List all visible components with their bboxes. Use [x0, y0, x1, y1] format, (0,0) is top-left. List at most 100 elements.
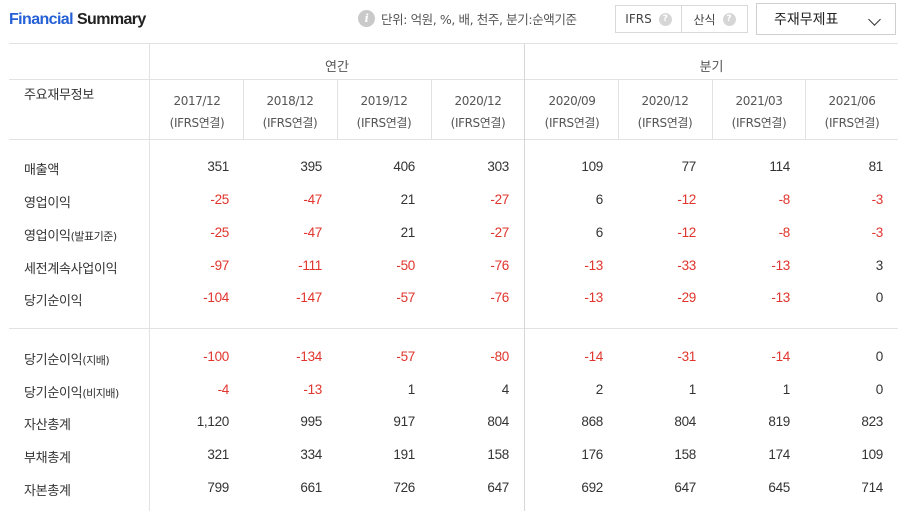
table-cell: 4 [501, 382, 510, 397]
period-date: 2020/12 [641, 94, 689, 108]
table-cell: 6 [595, 192, 604, 207]
row-label: 영업이익 [24, 196, 71, 211]
table-cell: 1,120 [196, 414, 230, 429]
table-cell: 692 [581, 480, 603, 495]
table-cell: 21 [400, 192, 416, 207]
table-cell: -100 [203, 349, 229, 364]
period-basis: (IFRS연결) [544, 116, 600, 130]
table-cell: -76 [490, 290, 509, 305]
table-cell: 351 [207, 159, 229, 174]
group-quarter: 분기 [699, 60, 724, 75]
period-basis: (IFRS연결) [356, 116, 412, 130]
table-cell: -97 [210, 258, 229, 273]
table-cell: -13 [584, 258, 603, 273]
table-cell: 0 [875, 349, 884, 364]
row-label: 당기순이익(지배) [24, 353, 110, 368]
period-basis: (IFRS연결) [824, 116, 880, 130]
table-cell: -27 [490, 192, 509, 207]
table-cell: -50 [396, 258, 415, 273]
grid-line [431, 80, 432, 139]
table-cell: 176 [581, 447, 603, 462]
period-basis: (IFRS연결) [637, 116, 693, 130]
table-cell: -8 [778, 225, 791, 240]
row-label: 당기순이익(비지배) [24, 386, 119, 401]
select-value: 주재무제표 [774, 12, 839, 28]
formula-toggle-button[interactable]: 산식 ? [681, 6, 747, 32]
grid-line [149, 44, 150, 511]
table-cell: 77 [681, 159, 697, 174]
column-header: 2020/12 (IFRS연결) [620, 90, 710, 134]
table-cell: 191 [393, 447, 415, 462]
column-header: 2017/12 (IFRS연결) [152, 90, 242, 134]
table-cell: 81 [868, 159, 884, 174]
table-cell: -80 [490, 349, 509, 364]
table-cell: 647 [487, 480, 509, 495]
table-cell: -25 [210, 192, 229, 207]
table-cell: -76 [490, 258, 509, 273]
period-date: 2017/12 [173, 94, 221, 108]
table-cell: -47 [303, 225, 322, 240]
table-cell: 1 [407, 382, 416, 397]
table-cell: -33 [677, 258, 696, 273]
table-cell: 0 [875, 290, 884, 305]
table-cell: -3 [871, 225, 884, 240]
table-cell: 1 [782, 382, 791, 397]
table-cell: 819 [768, 414, 790, 429]
unit-info: i 단위: 억원, %, 배, 천주, 분기:순액기준 [358, 9, 577, 28]
grid-line [805, 80, 806, 139]
period-date: 2020/12 [454, 94, 502, 108]
row-label: 당기순이익 [24, 294, 83, 309]
table-cell: 1 [688, 382, 697, 397]
table-cell: -31 [677, 349, 696, 364]
corner-label: 주요재무정보 [24, 88, 94, 103]
grid-line [618, 80, 619, 139]
ifrs-label: IFRS [625, 12, 652, 26]
period-date: 2020/09 [548, 94, 596, 108]
table-cell: -14 [584, 349, 603, 364]
table-cell: -25 [210, 225, 229, 240]
table-cell: 645 [768, 480, 790, 495]
help-icon[interactable]: ? [658, 12, 672, 26]
row-label: 자산총계 [24, 418, 71, 433]
table-cell: -147 [296, 290, 322, 305]
table-cell: 158 [674, 447, 696, 462]
table-cell: 995 [300, 414, 322, 429]
summary-header: Financial Summary i 단위: 억원, %, 배, 천주, 분기:… [0, 0, 902, 44]
table-cell: -12 [677, 225, 696, 240]
table-cell: 114 [769, 159, 790, 174]
table-cell: 3 [875, 258, 884, 273]
info-icon[interactable]: i [358, 10, 375, 27]
table-cell: -47 [303, 192, 322, 207]
chevron-down-icon [868, 13, 881, 26]
table-cell: 174 [768, 447, 790, 462]
statement-type-select[interactable]: 주재무제표 [756, 3, 896, 35]
row-label: 자본총계 [24, 484, 71, 499]
table-cell: 395 [300, 159, 322, 174]
grid-line [9, 139, 898, 140]
table-cell: -8 [778, 192, 791, 207]
column-header: 2018/12 (IFRS연결) [245, 90, 335, 134]
column-header: 2021/06 (IFRS연결) [807, 90, 897, 134]
table-cell: 714 [861, 480, 883, 495]
table-cell: 109 [581, 159, 603, 174]
row-label: 세전계속사업이익 [24, 262, 118, 277]
table-cell: 2 [595, 382, 604, 397]
view-toggle: IFRS ? 산식 ? [615, 5, 748, 33]
table-cell: 406 [393, 159, 415, 174]
ifrs-toggle-button[interactable]: IFRS ? [616, 6, 681, 32]
table-cell: -4 [217, 382, 230, 397]
title-summary: Summary [76, 11, 146, 28]
column-header: 2019/12 (IFRS연결) [339, 90, 429, 134]
period-basis: (IFRS연결) [169, 116, 225, 130]
period-date: 2019/12 [360, 94, 408, 108]
table-cell: 21 [400, 225, 416, 240]
grid-line [712, 80, 713, 139]
table-cell: -134 [296, 349, 322, 364]
help-icon[interactable]: ? [722, 12, 736, 26]
table-cell: -57 [396, 290, 415, 305]
formula-label: 산식 [693, 12, 716, 27]
table-cell: 109 [861, 447, 883, 462]
grid-line [9, 328, 898, 329]
table-cell: -104 [203, 290, 229, 305]
row-label: 부채총계 [24, 451, 71, 466]
